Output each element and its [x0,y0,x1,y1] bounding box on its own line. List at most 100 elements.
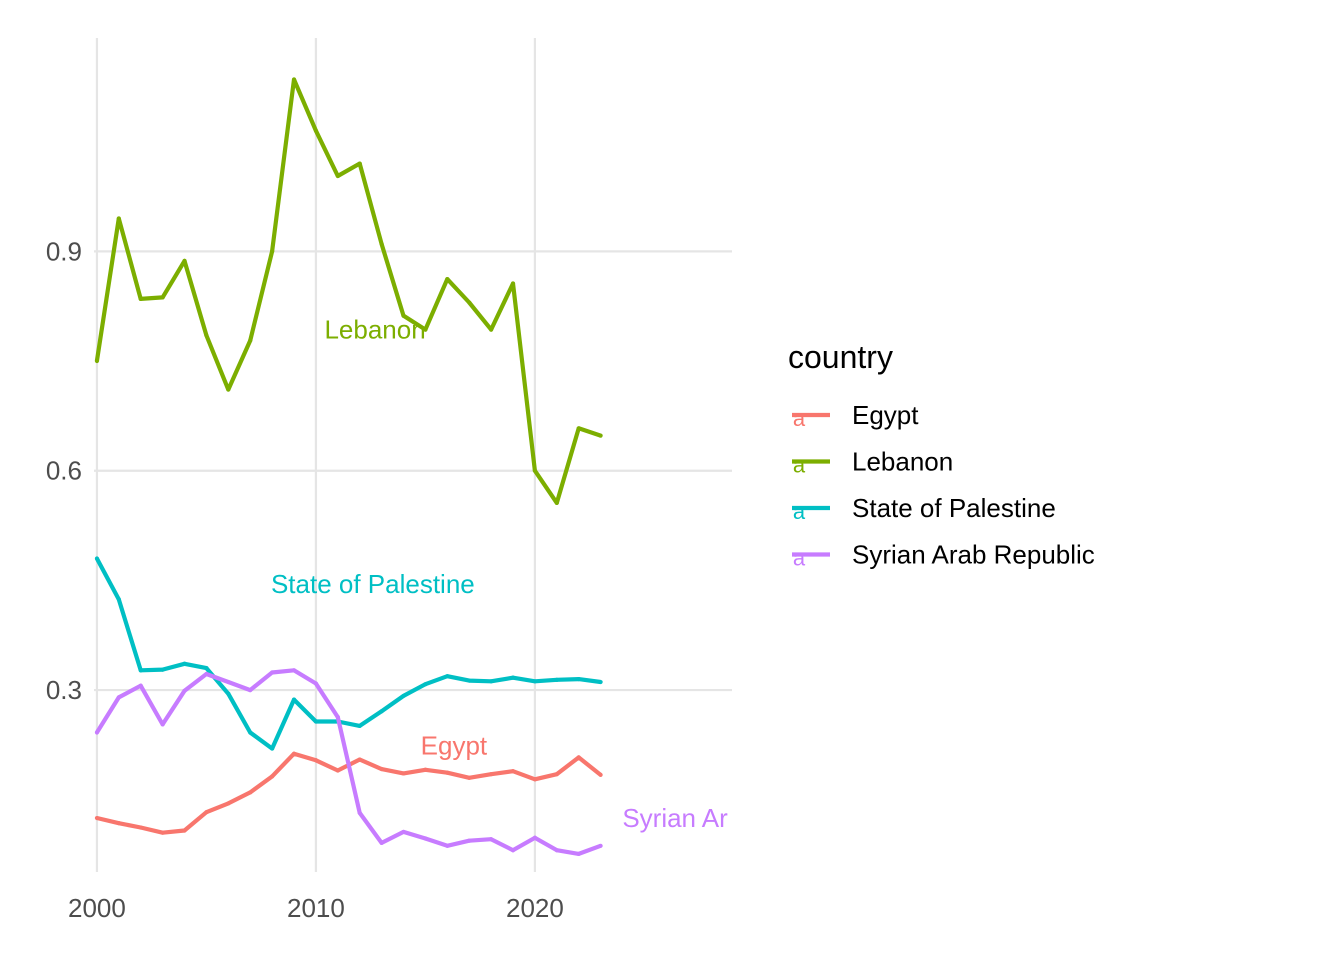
data-point-state-of-palestine [598,679,603,685]
data-point-egypt [532,777,538,782]
data-point-egypt [313,758,319,763]
data-point-syrian-arab-republic [554,848,559,853]
data-point-syrian-arab-republic [116,695,121,700]
y-tick-label: 0.3 [46,675,82,705]
data-point-egypt [226,801,231,806]
data-point-state-of-palestine [313,719,319,724]
data-point-state-of-palestine [204,666,209,671]
legend-label: Syrian Arab Republic [852,540,1095,570]
data-point-syrian-arab-republic [532,835,538,840]
data-point-lebanon [226,387,231,392]
series-line-syrian-arab-republic [95,668,602,857]
data-point-syrian-arab-republic [160,722,165,727]
data-point-egypt [182,828,187,833]
data-point-egypt [248,790,253,795]
data-point-lebanon [423,327,428,332]
legend-item-state-of-palestine: a State of Palestine [792,493,1056,524]
data-point-lebanon [445,277,450,282]
data-point-state-of-palestine [510,675,516,680]
data-point-lebanon [204,333,209,338]
data-point-state-of-palestine [445,674,450,679]
data-point-lebanon [510,281,516,286]
data-point-state-of-palestine [138,668,143,673]
legend-key-glyph: a [793,546,806,571]
data-point-egypt [576,755,581,760]
data-point-syrian-arab-republic [226,679,231,685]
data-point-lebanon [248,338,253,343]
legend-item-syrian-arab-republic: a Syrian Arab Republic [792,540,1095,571]
data-point-syrian-arab-republic [598,843,603,848]
data-point-syrian-arab-republic [138,683,143,688]
series-line-lebanon [94,77,602,505]
data-point-lebanon [291,77,297,82]
data-point-state-of-palestine [357,723,362,729]
data-point-lebanon [270,249,275,254]
data-point-egypt [357,757,362,762]
legend-label: Lebanon [852,447,953,477]
data-point-syrian-arab-republic [489,837,494,842]
data-point-egypt [138,825,143,830]
legend-label: State of Palestine [852,493,1056,523]
data-point-state-of-palestine [467,678,472,683]
legend-key-glyph: a [793,406,806,431]
legend-item-egypt: a Egypt [792,400,919,431]
data-point-egypt [423,767,428,772]
data-point-state-of-palestine [401,693,406,699]
y-tick-label: 0.9 [46,236,82,266]
data-point-state-of-palestine [160,667,165,672]
legend-key-glyph: a [793,453,806,478]
data-point-state-of-palestine [532,679,538,684]
data-point-egypt [379,766,384,772]
data-point-state-of-palestine [291,697,297,702]
legend-key-glyph: a [793,499,806,524]
data-point-syrian-arab-republic [335,715,340,720]
data-point-syrian-arab-republic [467,838,472,843]
series-direct-labels: Egypt Lebanon State of Palestine Syrian Ar [271,315,728,833]
data-point-lebanon [357,161,362,166]
data-point-egypt [401,771,406,776]
data-point-syrian-arab-republic [270,670,275,675]
data-point-state-of-palestine [94,556,100,561]
data-point-lebanon [94,358,100,364]
data-point-egypt [94,815,100,821]
legend-title: country [788,339,893,375]
data-point-lebanon [532,468,538,473]
data-point-egypt [489,772,494,777]
x-tick-label: 2000 [68,893,126,923]
data-point-lebanon [576,426,581,431]
data-point-syrian-arab-republic [94,730,100,735]
data-point-syrian-arab-republic [182,688,187,693]
series-line-state-of-palestine [95,557,601,751]
data-point-egypt [598,772,603,778]
data-point-state-of-palestine [576,677,581,682]
data-point-lebanon [598,433,603,438]
data-point-lebanon [379,241,384,247]
data-point-lebanon [401,313,406,318]
data-point-state-of-palestine [182,661,187,666]
data-point-state-of-palestine [423,682,428,687]
data-point-syrian-arab-republic [401,829,406,835]
data-point-state-of-palestine [379,709,384,714]
data-point-lebanon [335,173,340,179]
data-point-egypt [291,751,297,756]
data-point-egypt [510,769,516,774]
data-point-lebanon [160,295,165,300]
data-point-state-of-palestine [116,597,121,602]
data-point-syrian-arab-republic [576,851,581,856]
direct-label-egypt: Egypt [421,731,488,761]
data-point-egypt [335,768,340,773]
legend-label: Egypt [852,400,919,430]
grid-lines [94,38,732,872]
data-point-lebanon [554,500,559,505]
data-point-lebanon [489,327,494,332]
data-point-syrian-arab-republic [204,671,209,677]
data-point-egypt [160,830,165,835]
direct-label-lebanon: Lebanon [324,315,425,345]
data-point-syrian-arab-republic [313,681,319,686]
data-point-state-of-palestine [554,677,559,682]
data-point-lebanon [467,300,472,305]
data-point-egypt [445,770,450,775]
data-point-syrian-arab-republic [357,810,362,816]
data-point-egypt [467,775,472,780]
